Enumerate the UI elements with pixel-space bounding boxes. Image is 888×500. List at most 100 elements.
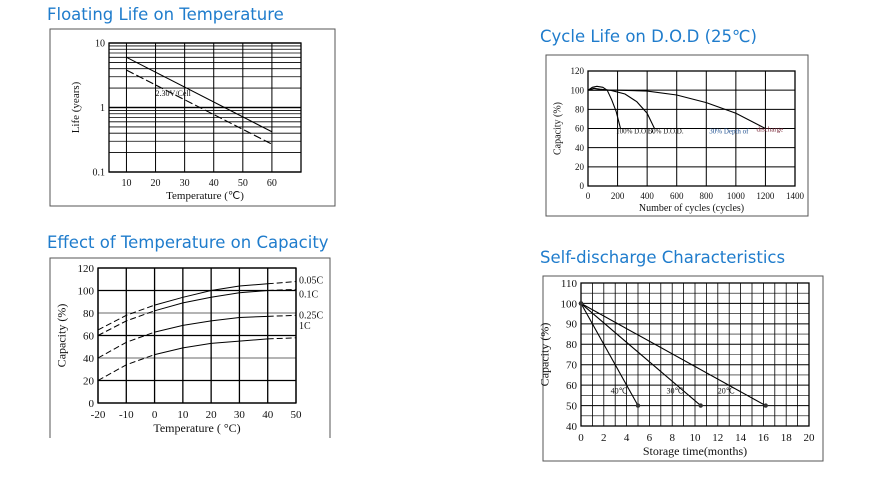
y-axis-label: Life (years): [70, 81, 82, 133]
series-line: [587, 87, 655, 129]
x-tick-label: 8: [669, 432, 675, 444]
series-label: 0.1C: [299, 289, 319, 300]
series-label: 0.05C: [299, 276, 324, 287]
data-point: [635, 403, 641, 408]
data-point: [698, 403, 703, 408]
y-tick-label: 40: [566, 421, 578, 433]
series-0.25C: 0.25C: [97, 310, 324, 359]
plot-border: [587, 70, 796, 187]
chart-frame: [545, 54, 809, 217]
x-tick-label: -20: [91, 409, 106, 421]
x-tick-label: 2: [601, 432, 607, 444]
x-tick-label: 50: [238, 178, 248, 189]
x-tick-label: 60: [267, 178, 277, 189]
self-discharge-title: Self-discharge Characteristics: [540, 248, 786, 267]
x-tick-label: 1400: [786, 191, 805, 201]
series-line-dashed: [267, 314, 297, 317]
annotation-label: 2.30V/Cell: [156, 89, 192, 98]
y-tick-label: 120: [571, 66, 585, 76]
series-line: [126, 56, 273, 133]
series-line-dashed: [267, 288, 297, 291]
x-tick-label: 0: [152, 409, 158, 421]
y-tick-label: 100: [561, 298, 578, 310]
x-tick-label: 600: [670, 191, 684, 201]
y-tick-label: 100: [571, 85, 585, 95]
y-tick-label: 1: [100, 103, 105, 114]
data-point: [578, 301, 584, 306]
x-tick-label: 18: [781, 432, 793, 444]
y-tick-label: 40: [575, 143, 585, 153]
y-tick-label: 40: [83, 353, 95, 365]
x-tick-label: 10: [121, 178, 131, 189]
y-tick-label: 60: [575, 124, 585, 134]
x-tick-label: 40: [209, 178, 219, 189]
floating-chart: 10 20 30 40 50 60 10 1 0.1 Temperature (℃) Life (y…: [49, 28, 336, 207]
cycle-life-title: Cycle Life on D.O.D (25℃): [540, 27, 757, 46]
annotation-label: 20℃: [718, 386, 735, 395]
series-1: [126, 69, 273, 145]
x-tick-label: 30: [180, 178, 190, 189]
series-line: [580, 302, 702, 407]
series-line: [580, 302, 766, 407]
chart-frame: [49, 257, 331, 438]
series-line-dashed: [267, 337, 297, 340]
series-100% D.O.D.: [587, 85, 622, 129]
x-tick-label: 0: [578, 432, 584, 444]
x-tick-label: -10: [119, 409, 134, 421]
series-line-dashed: [97, 310, 155, 336]
x-tick-label: 10: [177, 409, 189, 421]
data-point: [763, 403, 768, 408]
x-tick-label: 16: [758, 432, 770, 444]
series-line: [154, 315, 268, 333]
x-tick-label: 0: [586, 191, 591, 201]
y-tick-label: 70: [566, 360, 578, 372]
series-0.05C: 0.05C: [97, 276, 324, 331]
y-tick-label: 20: [83, 375, 95, 387]
annotation-label: 50% D.O.D.: [649, 127, 684, 135]
y-tick-label: 110: [561, 278, 578, 290]
series-label: 0.25C: [299, 310, 324, 321]
plot-border: [580, 282, 810, 427]
x-tick-label: 1000: [727, 191, 746, 201]
series-1C: 1C: [97, 321, 311, 381]
y-tick-label: 100: [78, 285, 95, 297]
annotation-label: 100% D.O.D.: [616, 127, 655, 135]
x-axis-label: Temperature (℃): [166, 190, 244, 202]
selfdis-chart: 0 2 4 6 8 10 12 14 16 18 20 40 50 60 70 80 90 100 110 Stora…: [537, 275, 824, 462]
y-tick-label: 90: [566, 319, 578, 331]
x-tick-label: 20: [206, 409, 218, 421]
x-tick-label: 10: [690, 432, 702, 444]
y-tick-label: 80: [575, 104, 585, 114]
series-line-dashed: [97, 304, 155, 331]
y-tick-label: 60: [83, 330, 95, 342]
series-50% D.O.D.: [587, 87, 655, 129]
series-line: [580, 303, 639, 406]
x-tick-label: 1200: [756, 191, 775, 201]
x-tick-label: 6: [647, 432, 653, 444]
annotation-label: 30% Depth of: [709, 127, 749, 135]
chart-frame: [49, 28, 336, 207]
y-tick-label: 80: [566, 339, 578, 351]
x-tick-label: 30: [234, 409, 246, 421]
y-axis-label: Capacity (%): [537, 323, 551, 387]
x-tick-label: 20: [151, 178, 161, 189]
series-line-dashed: [97, 331, 155, 359]
y-tick-label: 80: [83, 308, 95, 320]
series-0: [126, 56, 273, 133]
y-tick-label: 60: [566, 380, 578, 392]
y-axis-label: Capacity (%): [553, 102, 564, 155]
x-axis-label: Storage time(months): [643, 444, 747, 458]
y-axis-label: Capacity (%): [54, 304, 68, 368]
series-line: [154, 283, 268, 306]
x-tick-label: 4: [624, 432, 630, 444]
series-line-dashed: [267, 281, 297, 285]
floating-life-title: Floating Life on Temperature: [47, 5, 284, 24]
x-axis-label: Temperature ( °C): [153, 421, 240, 435]
x-tick-label: 20: [804, 432, 816, 444]
x-tick-label: 14: [735, 432, 747, 444]
series-0.1C: 0.1C: [97, 288, 319, 336]
series-line: [587, 85, 622, 129]
series-30% Depth of discharge: [588, 89, 766, 129]
series-line: [588, 89, 766, 129]
